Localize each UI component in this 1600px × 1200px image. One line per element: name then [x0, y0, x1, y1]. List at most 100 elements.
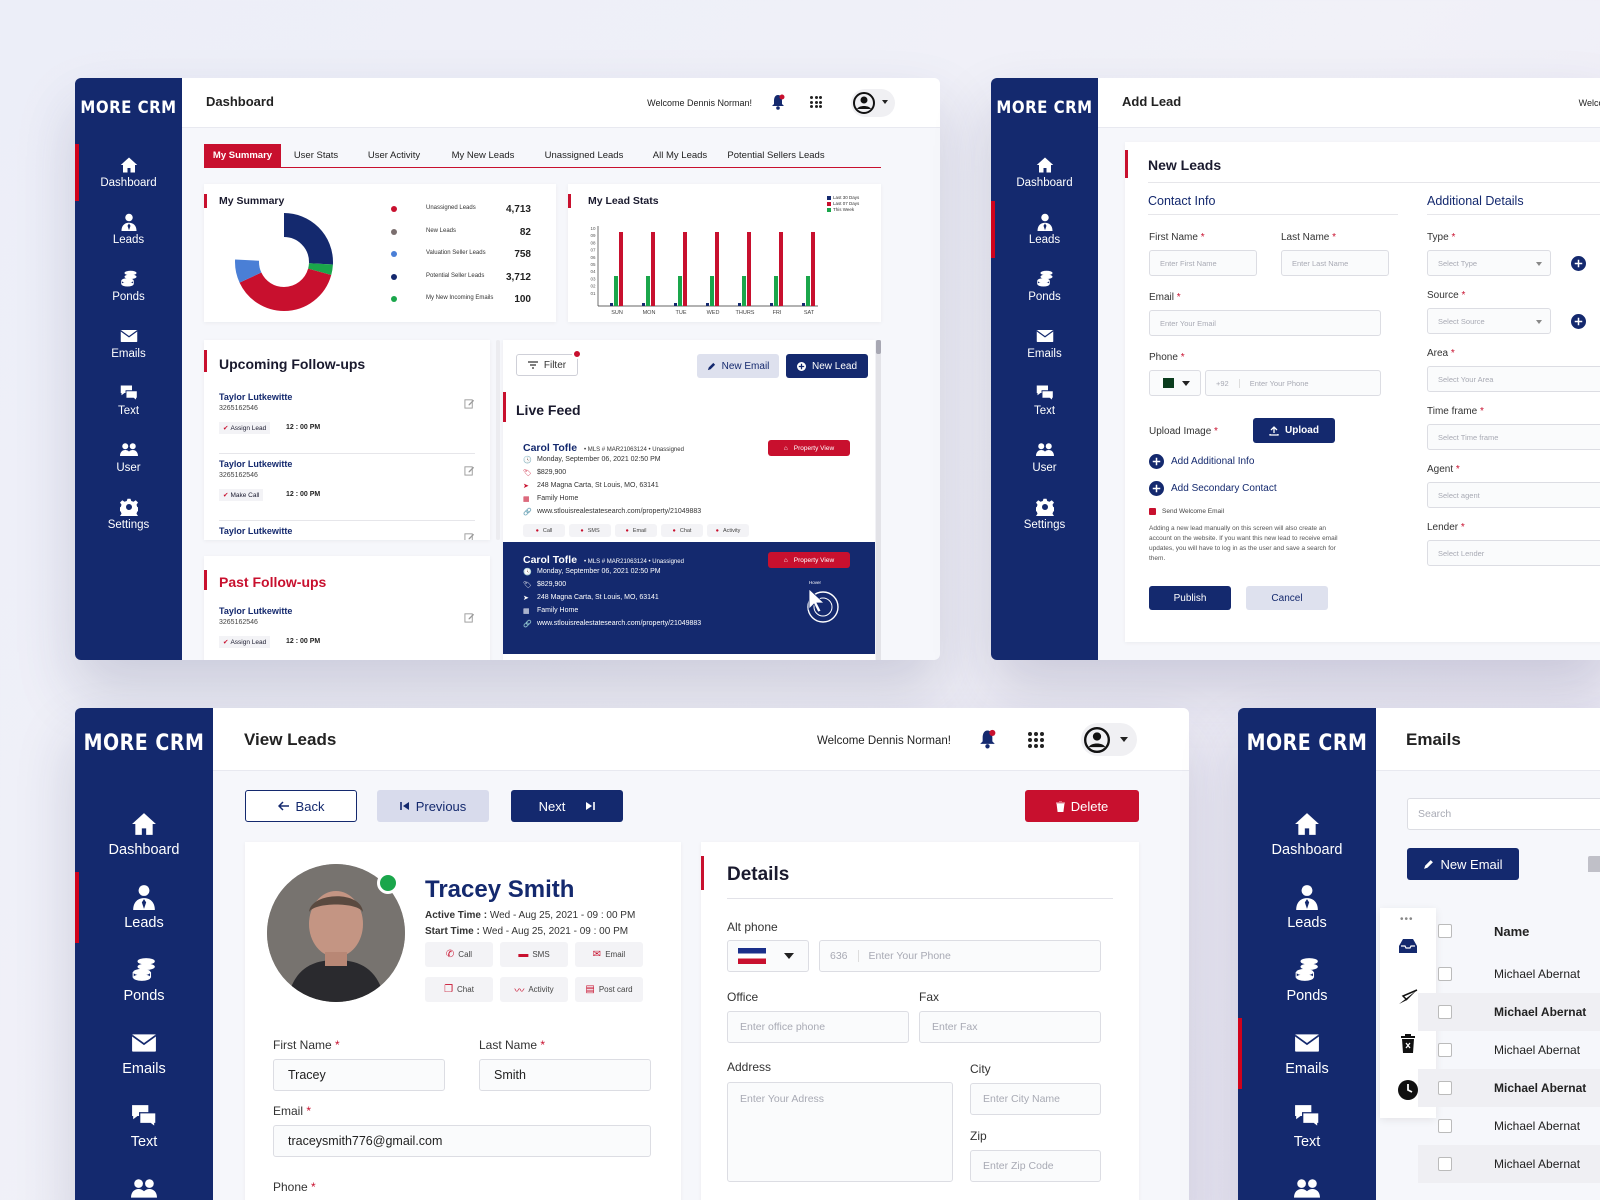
add-source-icon[interactable]	[1571, 314, 1586, 329]
table-row[interactable]: Michael Abernat	[1418, 955, 1600, 993]
followup-item[interactable]: Taylor Lutkewitte 3265162546 ✔ Assign Lea…	[219, 606, 475, 660]
sidebar-item-emails[interactable]: Emails	[75, 1030, 213, 1077]
send-icon[interactable]	[1398, 988, 1418, 1006]
clock-icon[interactable]	[1398, 1080, 1418, 1100]
sidebar-item-text[interactable]: Text	[75, 384, 182, 417]
sidebar-item-emails[interactable]: Emails	[75, 327, 182, 360]
sidebar-item-ponds[interactable]: Ponds	[1238, 957, 1376, 1004]
cancel-button[interactable]: Cancel	[1246, 586, 1328, 610]
source-select[interactable]: Select Source	[1427, 308, 1551, 334]
sidebar-item-leads[interactable]: Leads	[75, 213, 182, 246]
email-search-input[interactable]: Search	[1407, 798, 1600, 830]
action-chat[interactable]: ❐ Chat	[425, 977, 493, 1002]
tab-my-summary[interactable]: My Summary	[204, 144, 281, 167]
back-button[interactable]: Back	[245, 790, 357, 822]
sidebar-item-leads[interactable]: Leads	[1238, 884, 1376, 931]
feed-action-activity[interactable]: ● Activity	[707, 524, 749, 537]
sidebar-item-emails[interactable]: Emails	[1238, 1018, 1376, 1089]
action-activity[interactable]: 〰 Activity	[500, 977, 568, 1002]
sidebar-item-ponds[interactable]: Ponds	[991, 270, 1098, 303]
new-email-button[interactable]: New Email	[1407, 848, 1519, 880]
fax-input[interactable]: Enter Fax	[919, 1011, 1101, 1043]
table-row[interactable]: Michael Abernat	[1418, 1069, 1600, 1107]
sidebar-item-settings[interactable]: Settings	[991, 498, 1098, 531]
row-checkbox[interactable]	[1438, 1119, 1452, 1133]
edit-icon[interactable]	[464, 465, 475, 476]
inbox-icon[interactable]	[1397, 938, 1419, 954]
action-call[interactable]: ✆ Call	[425, 942, 493, 967]
property-view-button[interactable]: ⌂ Property View	[768, 440, 850, 456]
country-select[interactable]	[1149, 370, 1201, 396]
sidebar-item-settings[interactable]: Settings	[75, 498, 182, 531]
grid-icon[interactable]	[1028, 732, 1044, 748]
add-secondary-contact-link[interactable]: Add Secondary Contact	[1149, 481, 1277, 496]
first-name-input[interactable]: Enter First Name	[1149, 250, 1257, 276]
phone-input[interactable]: +92 Enter Your Phone	[1205, 370, 1381, 396]
feed-item[interactable]: Carol Tofle • MLS # MAR21063124 • Unassi…	[503, 542, 875, 654]
row-checkbox[interactable]	[1438, 1081, 1452, 1095]
feed-action-sms[interactable]: ● SMS	[569, 524, 611, 537]
table-row[interactable]: Michael Abernat	[1418, 1145, 1600, 1183]
type-select[interactable]: Select Type	[1427, 250, 1551, 276]
alt-phone-input[interactable]: 636 Enter Your Phone	[819, 940, 1101, 972]
last-name-input[interactable]: Smith	[479, 1059, 651, 1091]
city-input[interactable]: Enter City Name	[970, 1083, 1101, 1115]
publish-button[interactable]: Publish	[1149, 586, 1231, 610]
last-name-input[interactable]: Enter Last Name	[1281, 250, 1389, 276]
sidebar-item-text[interactable]: Text	[1238, 1103, 1376, 1150]
user-menu[interactable]	[851, 89, 895, 117]
tab-all-my-leads[interactable]: All My Leads	[652, 150, 708, 161]
edit-icon[interactable]	[464, 612, 475, 623]
send-welcome-checkbox[interactable]: Send Welcome Email	[1149, 508, 1224, 515]
sidebar-item-text[interactable]: Text	[75, 1103, 213, 1150]
sidebar-item-text[interactable]: Text	[991, 384, 1098, 417]
trash-icon[interactable]	[1400, 1034, 1416, 1054]
table-row[interactable]: Michael Abernat	[1418, 993, 1600, 1031]
alt-phone-country-select[interactable]	[727, 940, 809, 972]
more-dots-icon[interactable]: •••	[1400, 914, 1414, 925]
table-row[interactable]: Michael Abernat	[1418, 1107, 1600, 1145]
sidebar-item-leads[interactable]: Leads	[75, 872, 213, 943]
delete-button[interactable]: Delete	[1025, 790, 1139, 822]
upload-button[interactable]: Upload	[1253, 418, 1335, 443]
action-post-card[interactable]: ▤ Post card	[575, 977, 643, 1002]
property-view-button[interactable]: ⌂ Property View	[768, 552, 850, 568]
add-type-icon[interactable]	[1571, 256, 1586, 271]
table-row[interactable]: Michael Abernat	[1418, 1031, 1600, 1069]
sidebar-item-user[interactable]: User	[991, 441, 1098, 474]
email-input[interactable]: traceysmith776@gmail.com	[273, 1125, 651, 1157]
edit-icon[interactable]	[464, 532, 475, 540]
zip-input[interactable]: Enter Zip Code	[970, 1150, 1101, 1182]
row-checkbox[interactable]	[1438, 1005, 1452, 1019]
select-all-checkbox[interactable]	[1438, 924, 1452, 938]
feed-action-call[interactable]: ● Call	[523, 524, 565, 537]
sidebar-item-user[interactable]	[75, 1176, 213, 1200]
row-checkbox[interactable]	[1438, 967, 1452, 981]
new-lead-button[interactable]: New Lead	[786, 354, 868, 378]
tab-potential-sellers-leads[interactable]: Potential Sellers Leads	[727, 150, 825, 161]
feed-action-chat[interactable]: ● Chat	[661, 524, 703, 537]
sidebar-item-dashboard[interactable]: Dashboard	[75, 144, 182, 201]
row-checkbox[interactable]	[1438, 1043, 1452, 1057]
lender-select[interactable]: Select Lender	[1427, 540, 1600, 566]
grid-icon[interactable]	[810, 96, 822, 108]
first-name-input[interactable]: Tracey	[273, 1059, 445, 1091]
area-select[interactable]: Select Your Area	[1427, 366, 1600, 392]
address-textarea[interactable]: Enter Your Adress	[727, 1082, 953, 1182]
filter-button[interactable]: Filter	[516, 354, 578, 376]
user-menu[interactable]	[1081, 723, 1137, 756]
add-additional-info-link[interactable]: Add Additional Info	[1149, 454, 1254, 469]
action-email[interactable]: ✉ Email	[575, 942, 643, 967]
office-input[interactable]: Enter office phone	[727, 1011, 909, 1043]
bell-icon[interactable]	[771, 94, 785, 110]
previous-button[interactable]: Previous	[377, 790, 489, 822]
sidebar-item-dashboard[interactable]: Dashboard	[1238, 811, 1376, 858]
bell-icon[interactable]	[979, 729, 996, 754]
sidebar-item-dashboard[interactable]: Dashboard	[75, 811, 213, 858]
row-checkbox[interactable]	[1438, 1157, 1452, 1171]
tab-unassigned-leads[interactable]: Unassigned Leads	[544, 150, 624, 161]
action-sms[interactable]: ▬ SMS	[500, 942, 568, 967]
feed-scrollbar[interactable]	[876, 340, 881, 660]
sidebar-item-ponds[interactable]: Ponds	[75, 270, 182, 303]
trash-icon[interactable]	[1588, 856, 1600, 872]
